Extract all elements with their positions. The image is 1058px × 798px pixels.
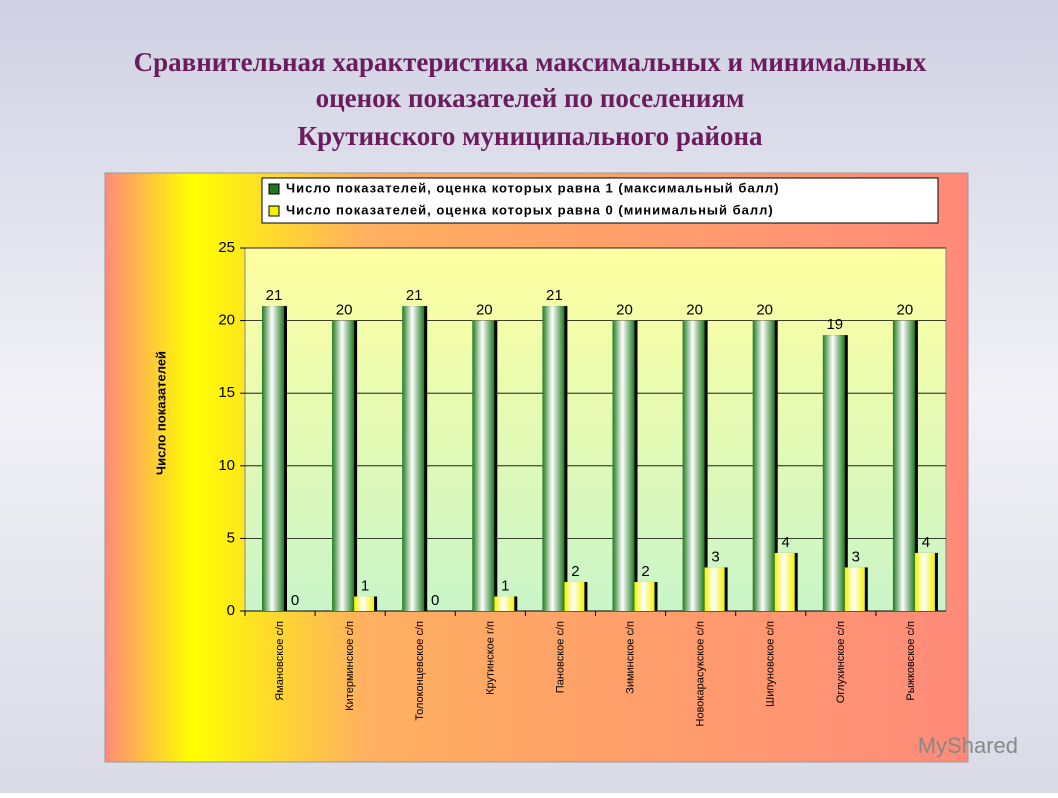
x-tick-label: Зиминское с/п	[624, 621, 636, 694]
data-label: 4	[782, 534, 790, 551]
data-label: 21	[266, 287, 283, 304]
bar	[752, 320, 775, 611]
bar	[262, 306, 284, 611]
bar	[564, 581, 585, 611]
x-tick-label: Рыжковское с/п	[905, 621, 917, 701]
bar	[612, 320, 635, 611]
x-tick-label: Китерминское с/п	[344, 621, 356, 711]
x-tick-label: Шипуновское с/п	[765, 621, 777, 707]
data-label: 0	[291, 592, 299, 609]
bar	[332, 320, 355, 611]
data-label: 3	[711, 548, 719, 565]
y-tick-label: 20	[218, 312, 235, 329]
legend-label: Число показателей, оценка которых равна …	[286, 202, 774, 217]
bar	[774, 552, 795, 611]
x-tick-label: Оглухинское с/п	[835, 621, 847, 703]
data-label: 1	[361, 577, 369, 594]
y-tick-label: 15	[218, 384, 235, 401]
bar	[472, 320, 495, 611]
data-label: 20	[756, 302, 773, 319]
data-label: 21	[406, 287, 423, 304]
x-tick-label: Пановское с/п	[554, 621, 566, 693]
data-label: 2	[571, 563, 579, 580]
data-label: 1	[501, 577, 509, 594]
bar	[634, 581, 655, 611]
bar	[402, 306, 425, 611]
data-label: 4	[922, 534, 930, 551]
bar	[682, 320, 705, 611]
x-tick-label: Толоконцевское с/п	[414, 621, 426, 721]
legend-swatch	[268, 183, 280, 195]
title-line: Крутинского муниципального района	[298, 121, 763, 151]
y-axis-label: Число показателей	[153, 351, 168, 475]
data-label: 3	[852, 548, 860, 565]
data-label: 20	[616, 302, 633, 319]
legend-label: Число показателей, оценка которых равна …	[286, 180, 780, 195]
legend-swatch	[268, 205, 280, 217]
bar	[542, 306, 565, 611]
title-line: оценок показателей по поселениям	[316, 83, 745, 113]
data-label: 20	[476, 302, 493, 319]
data-label: 21	[546, 287, 563, 304]
bar	[354, 596, 375, 611]
data-label: 20	[336, 302, 353, 319]
data-label: 20	[897, 302, 914, 319]
bar	[704, 567, 725, 611]
x-tick-label: Крутинское г/п	[484, 621, 496, 695]
bar	[822, 335, 845, 611]
y-tick-label: 25	[218, 239, 235, 256]
y-tick-label: 5	[227, 529, 235, 546]
x-tick-label: Новокарасукское с/п	[695, 621, 707, 727]
bar	[844, 567, 865, 611]
data-label: 19	[826, 316, 843, 333]
bar	[914, 552, 935, 611]
bar	[892, 320, 915, 611]
y-tick-label: 10	[218, 457, 235, 474]
x-tick-label: Ямановское с/п	[274, 621, 286, 701]
bar	[494, 596, 515, 611]
data-label: 20	[686, 302, 703, 319]
legend	[261, 177, 939, 224]
data-label: 2	[641, 563, 649, 580]
watermark: MyShared	[918, 733, 1018, 758]
title-line: Сравнительная характеристика максимальны…	[134, 47, 927, 77]
y-tick-label: 0	[227, 602, 235, 619]
data-label: 0	[431, 592, 439, 609]
